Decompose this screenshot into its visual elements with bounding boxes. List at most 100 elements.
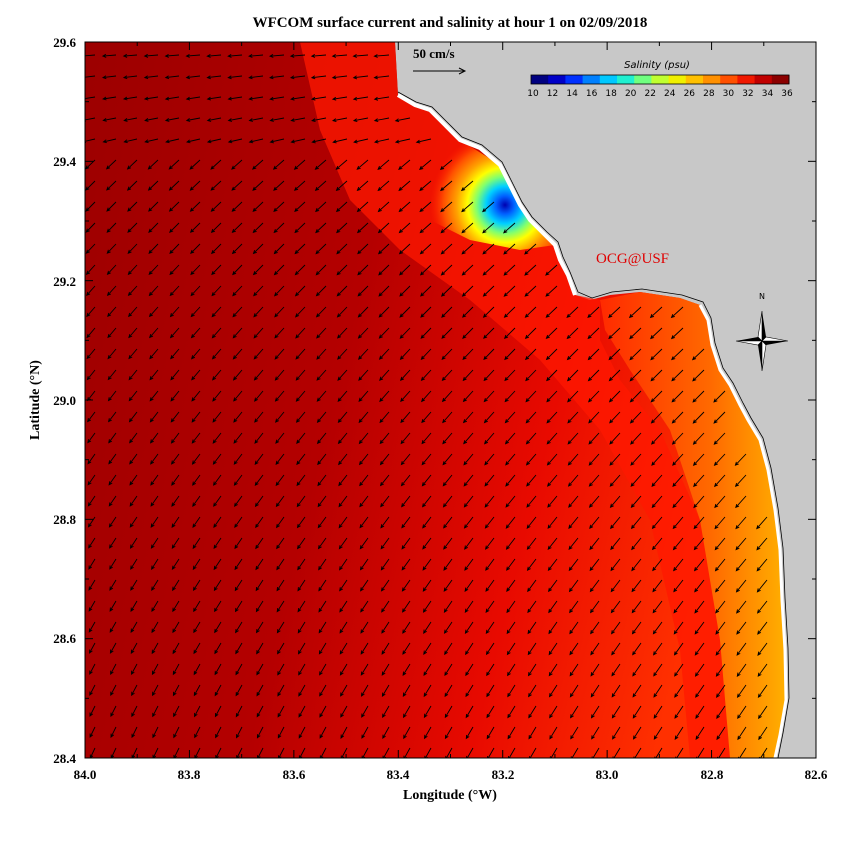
current-vector: [276, 537, 285, 550]
current-vector: [359, 558, 369, 571]
current-vector: [420, 369, 432, 382]
current-vector: [298, 684, 306, 697]
current-vector: [528, 705, 537, 719]
current-vector: [524, 243, 537, 255]
current-vector: [757, 621, 768, 635]
current-vector: [319, 684, 327, 697]
current-vector: [227, 96, 243, 101]
credit-label: OCG@USF: [596, 251, 669, 267]
current-vector: [105, 159, 117, 170]
current-vector: [587, 348, 600, 361]
current-vector: [486, 684, 495, 698]
current-vector: [377, 159, 390, 170]
current-vector: [337, 348, 348, 360]
current-vector: [210, 243, 222, 255]
current-vector: [310, 96, 327, 101]
current-vector: [87, 474, 96, 486]
current-vector: [253, 348, 264, 360]
current-vector: [149, 411, 159, 423]
current-vector: [378, 264, 390, 276]
current-vector: [185, 96, 201, 101]
current-vector: [484, 432, 495, 445]
current-vector: [399, 327, 411, 339]
current-vector: [170, 348, 180, 360]
current-vector: [588, 495, 600, 508]
current-vector: [356, 159, 369, 170]
current-vector: [630, 495, 642, 508]
current-vector: [420, 390, 432, 403]
current-vector: [527, 579, 537, 593]
current-vector: [108, 432, 117, 444]
current-vector: [415, 138, 432, 144]
current-vector: [102, 138, 117, 144]
current-vector: [297, 579, 306, 592]
current-vector: [122, 96, 138, 101]
current-vector: [566, 348, 579, 361]
current-vector: [399, 369, 411, 381]
current-vector: [102, 117, 117, 122]
current-vector: [164, 75, 180, 80]
current-vector: [441, 369, 453, 382]
current-vector: [168, 159, 180, 170]
x-tick-label: 83.0: [596, 767, 619, 782]
current-vector: [652, 579, 663, 593]
current-vector: [127, 264, 138, 276]
current-vector: [373, 75, 390, 80]
current-vector: [373, 54, 390, 58]
current-vector: [570, 726, 579, 740]
current-vector: [332, 138, 348, 144]
current-vector: [85, 54, 96, 58]
current-vector: [169, 327, 180, 339]
current-vector: [143, 75, 159, 80]
current-vector: [254, 453, 264, 466]
current-vector: [294, 201, 306, 213]
current-vector: [255, 537, 264, 550]
current-vector: [127, 243, 138, 254]
current-vector: [128, 369, 138, 381]
colorbar-tick-label: 14: [566, 89, 578, 99]
current-vector: [169, 243, 180, 255]
current-vector: [148, 285, 159, 297]
current-vector: [547, 537, 558, 551]
current-vector: [462, 327, 474, 339]
current-vector: [546, 432, 558, 445]
current-vector: [422, 600, 432, 613]
map-title: WFCOM surface current and salinity at ho…: [253, 15, 648, 31]
current-vector: [130, 579, 138, 591]
current-vector: [171, 516, 180, 528]
current-vector: [233, 495, 243, 508]
current-vector: [671, 348, 684, 361]
current-vector: [440, 243, 453, 255]
current-vector: [422, 537, 432, 550]
current-vector: [674, 663, 684, 677]
current-vector: [359, 474, 369, 487]
current-vector: [377, 222, 390, 234]
current-vector: [89, 747, 96, 758]
current-vector: [289, 75, 306, 80]
current-vector: [211, 285, 222, 297]
current-vector: [694, 642, 705, 656]
current-vector: [756, 537, 768, 551]
current-vector: [233, 453, 243, 465]
current-vector: [756, 579, 768, 593]
current-vector: [169, 306, 180, 318]
current-vector: [734, 474, 747, 488]
current-vector: [227, 138, 243, 144]
current-vector: [149, 432, 159, 444]
current-vector: [206, 54, 222, 58]
current-vector: [107, 369, 117, 381]
current-vector: [567, 432, 579, 445]
current-vector: [194, 747, 201, 758]
current-vector: [461, 264, 474, 276]
current-vector: [506, 579, 516, 593]
current-vector: [524, 348, 537, 361]
current-vector: [402, 663, 411, 676]
current-vector: [442, 453, 453, 466]
current-vector: [650, 369, 663, 382]
y-tick-label: 29.4: [53, 154, 76, 169]
current-vector: [360, 684, 369, 697]
current-vector: [420, 285, 432, 297]
current-vector: [569, 663, 579, 677]
colorbar-tick-label: 10: [527, 89, 539, 99]
current-vector: [547, 495, 558, 508]
